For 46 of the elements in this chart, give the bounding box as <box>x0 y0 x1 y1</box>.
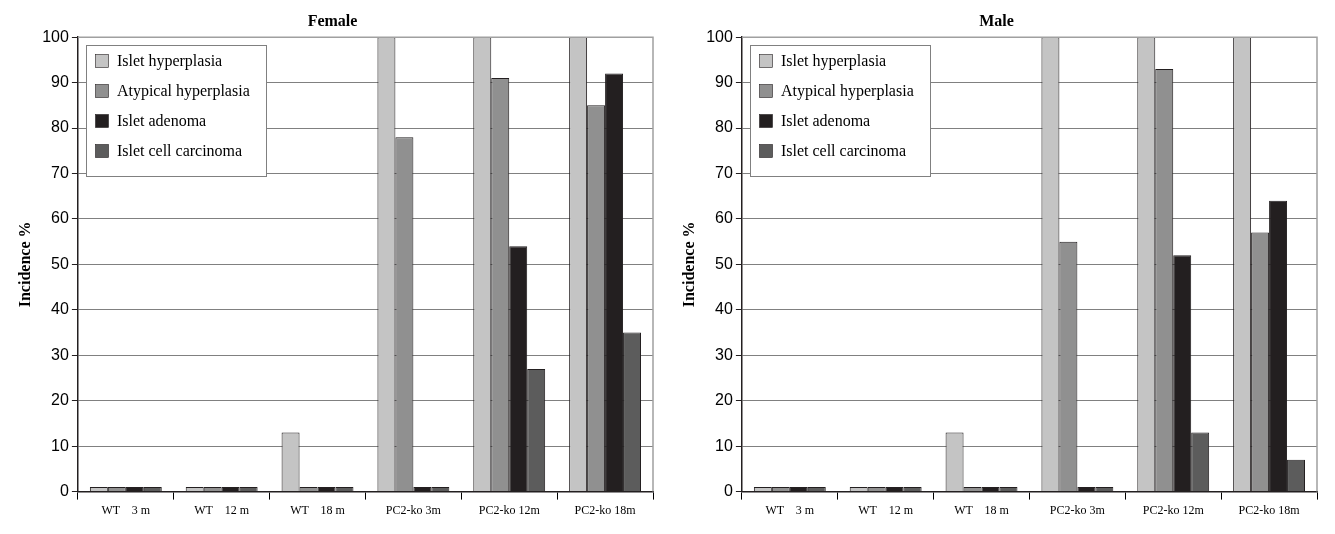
y-tick-label: 50 <box>51 254 69 272</box>
y-tick-label: 0 <box>59 482 69 500</box>
y-tick-label: 70 <box>715 163 733 181</box>
y-tick-label: 30 <box>715 345 733 363</box>
chart-title: Male <box>979 11 1014 29</box>
x-tick-label: WT 12 m <box>194 502 250 517</box>
x-tick-label: WT 3 m <box>101 502 151 517</box>
x-tick-label: PC2-ko 12m <box>478 502 541 517</box>
x-tick-label: PC2-ko 3m <box>385 502 442 517</box>
y-tick-label: 80 <box>715 118 733 136</box>
y-tick-label: 0 <box>723 482 733 500</box>
y-tick-label: 50 <box>715 254 733 272</box>
x-tick-label: WT 18 m <box>290 502 346 517</box>
x-tick-label: PC2-ko 12m <box>1142 502 1205 517</box>
x-tick-label: PC2-ko 18m <box>1238 502 1301 517</box>
y-tick-label: 100 <box>42 27 69 45</box>
y-tick-label: 20 <box>715 391 733 409</box>
x-tick-label: WT 18 m <box>954 502 1010 517</box>
legend-label: Islet adenoma <box>780 112 871 131</box>
legend-label: Atypical hyperplasia <box>780 82 914 101</box>
x-tick-label: PC2-ko 18m <box>574 502 637 517</box>
y-tick-label: 90 <box>715 73 733 91</box>
y-axis-title: Incidence % <box>15 221 33 308</box>
y-tick-label: 30 <box>51 345 69 363</box>
x-tick-label: WT 3 m <box>765 502 815 517</box>
y-tick-label: 40 <box>51 300 69 318</box>
y-tick-label: 60 <box>715 209 733 227</box>
chart-title: Female <box>307 11 358 29</box>
y-tick-label: 80 <box>51 118 69 136</box>
y-axis-title: Incidence % <box>679 221 697 308</box>
legend-label: Islet cell carcinoma <box>780 142 907 161</box>
y-tick-label: 40 <box>715 300 733 318</box>
x-tick-label: WT 12 m <box>858 502 914 517</box>
y-tick-label: 60 <box>51 209 69 227</box>
y-tick-label: 10 <box>715 436 733 454</box>
y-tick-label: 20 <box>51 391 69 409</box>
x-tick-label: PC2-ko 3m <box>1049 502 1106 517</box>
y-tick-label: 100 <box>706 27 733 45</box>
legend-label: Islet cell carcinoma <box>116 142 243 161</box>
y-tick-label: 10 <box>51 436 69 454</box>
legend-label: Atypical hyperplasia <box>116 82 250 101</box>
legend-label: Islet hyperplasia <box>780 52 887 71</box>
y-tick-label: 70 <box>51 163 69 181</box>
legend-label: Islet adenoma <box>116 112 207 131</box>
legend-label: Islet hyperplasia <box>116 52 223 71</box>
y-tick-label: 90 <box>51 73 69 91</box>
